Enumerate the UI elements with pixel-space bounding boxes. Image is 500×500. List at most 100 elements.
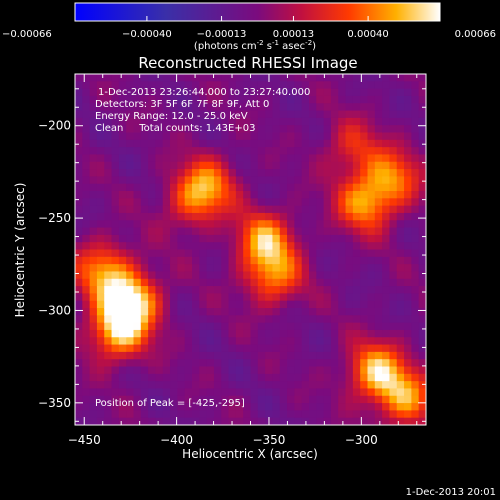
- heatmap-cell: [148, 132, 157, 141]
- heatmap-cell: [82, 286, 91, 294]
- heatmap-cell: [323, 176, 332, 185]
- heatmap-cell: [360, 154, 369, 163]
- heatmap-cell: [411, 205, 420, 214]
- heatmap-cell: [382, 373, 391, 382]
- heatmap-cell: [177, 381, 186, 390]
- heatmap-cell: [389, 366, 398, 375]
- heatmap-cell: [177, 395, 186, 404]
- heatmap-cell: [287, 366, 295, 375]
- heatmap-cell: [382, 176, 391, 185]
- heatmap-cell: [272, 403, 281, 411]
- heatmap-cell: [272, 88, 281, 97]
- y-tick-label: −200: [38, 119, 71, 133]
- heatmap-cell: [301, 176, 310, 185]
- heatmap-cell: [345, 176, 354, 185]
- heatmap-cell: [213, 220, 222, 229]
- heatmap-cell: [287, 293, 295, 302]
- heatmap-cell: [265, 176, 274, 185]
- heatmap-cell: [126, 315, 135, 324]
- heatmap-cell: [235, 234, 244, 243]
- heatmap-cell: [111, 366, 120, 375]
- heatmap-cell: [338, 351, 347, 360]
- heatmap-cell: [404, 103, 412, 112]
- heatmap-cell: [75, 373, 83, 382]
- heatmap-cell: [352, 366, 361, 375]
- heatmap-cell: [250, 132, 259, 141]
- heatmap-cell: [228, 403, 237, 411]
- heatmap-cell: [206, 169, 215, 177]
- heatmap-cell: [309, 191, 317, 199]
- heatmap-cell: [192, 344, 200, 353]
- heatmap-cell: [316, 329, 325, 338]
- heatmap-cell: [184, 410, 193, 419]
- heatmap-cell: [272, 147, 281, 156]
- heatmap-cell: [396, 191, 405, 199]
- heatmap-cell: [338, 227, 347, 236]
- heatmap-cell: [199, 95, 208, 104]
- heatmap-cell: [382, 337, 391, 346]
- heatmap-cell: [389, 74, 398, 82]
- heatmap-cell: [330, 183, 339, 192]
- heatmap-cell: [287, 242, 295, 251]
- heatmap-cell: [235, 191, 244, 199]
- heatmap-cell: [133, 88, 142, 97]
- heatmap-cell: [148, 373, 157, 382]
- heatmap-cell: [316, 359, 325, 368]
- heatmap-cell: [345, 125, 354, 134]
- heatmap-cell: [118, 81, 127, 90]
- heatmap-cell: [382, 95, 391, 104]
- heatmap-cell: [352, 256, 361, 265]
- heatmap-cell: [396, 329, 405, 338]
- heatmap-cell: [411, 308, 420, 316]
- heatmap-cell: [265, 220, 274, 229]
- heatmap-cell: [382, 388, 391, 397]
- heatmap-cell: [360, 242, 369, 251]
- heatmap-cell: [111, 125, 120, 134]
- heatmap-cell: [338, 205, 347, 214]
- heatmap-cell: [382, 278, 391, 287]
- heatmap-cell: [338, 359, 347, 368]
- heatmap-cell: [411, 103, 420, 112]
- heatmap-cell: [389, 212, 398, 221]
- heatmap-cell: [133, 300, 142, 309]
- heatmap-cell: [411, 110, 420, 119]
- heatmap-cell: [118, 234, 127, 243]
- heatmap-cell: [199, 205, 208, 214]
- heatmap-cell: [272, 300, 281, 309]
- heatmap-cell: [309, 256, 317, 265]
- heatmap-cell: [396, 103, 405, 112]
- heatmap-cell: [206, 351, 215, 360]
- heatmap-cell: [367, 264, 376, 273]
- heatmap-cell: [316, 403, 325, 411]
- heatmap-cell: [265, 344, 274, 353]
- heatmap-cell: [287, 381, 295, 390]
- heatmap-cell: [126, 154, 135, 163]
- heatmap-cell: [374, 183, 383, 192]
- heatmap-cell: [140, 366, 149, 375]
- x-tick-label: −450: [68, 433, 101, 447]
- heatmap-cell: [367, 359, 376, 368]
- heatmap-cell: [374, 373, 383, 382]
- heatmap-cell: [170, 322, 178, 331]
- heatmap-cell: [330, 249, 339, 258]
- heatmap-cell: [221, 410, 230, 419]
- heatmap-cell: [404, 381, 412, 390]
- heatmap-cell: [301, 337, 310, 346]
- heatmap-cell: [294, 293, 303, 302]
- heatmap-cell: [104, 351, 113, 360]
- heatmap-cell: [338, 344, 347, 353]
- heatmap-cell: [82, 256, 91, 265]
- heatmap-cell: [243, 139, 252, 148]
- heatmap-cell: [177, 132, 186, 141]
- heatmap-cell: [104, 300, 113, 309]
- heatmap-cell: [206, 337, 215, 346]
- heatmap-cell: [199, 169, 208, 177]
- heatmap-cell: [162, 249, 171, 258]
- heatmap-cell: [140, 234, 149, 243]
- heatmap-cell: [235, 212, 244, 221]
- heatmap-cell: [228, 161, 237, 170]
- heatmap-cell: [323, 308, 332, 316]
- heatmap-cell: [294, 103, 303, 112]
- heatmap-cell: [265, 329, 274, 338]
- heatmap-cell: [287, 110, 295, 119]
